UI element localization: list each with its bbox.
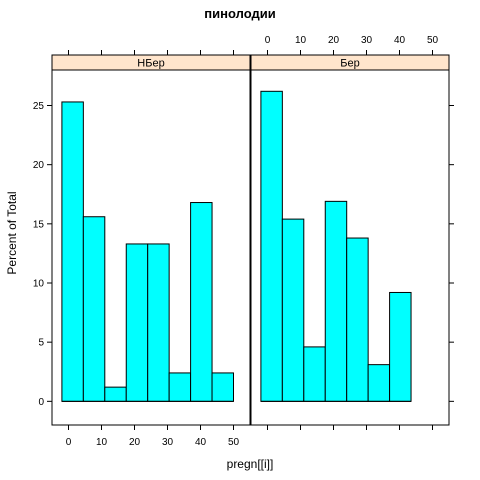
y-tick-label: 0 [38, 397, 44, 408]
x-tick-label: 50 [427, 35, 439, 46]
panel-strip-label: Бер [340, 58, 359, 70]
x-tick-label: 40 [394, 35, 406, 46]
panel-border [51, 69, 251, 426]
x-tick-label: 20 [328, 35, 340, 46]
histogram-bar [367, 364, 391, 402]
x-tick-label: 30 [162, 437, 174, 448]
y-tick-label: 5 [38, 338, 44, 349]
histogram-bar [190, 202, 213, 402]
histogram-bar [260, 90, 283, 402]
panels-group: НБер 0 10 20 30 40 50 Бер 0 10 20 30 40 50 0 5 10 15 20 25 [33, 35, 454, 448]
histogram-bar [82, 216, 106, 402]
x-tick-label: 40 [195, 437, 207, 448]
histogram-bar [211, 372, 235, 402]
histogram-bar [61, 101, 84, 402]
x-tick-label: 20 [129, 437, 141, 448]
x-tick-label: 10 [96, 437, 108, 448]
x-tick-label: 0 [265, 35, 271, 46]
histogram-bar [147, 243, 170, 402]
histogram-bar [303, 346, 326, 402]
histogram-bar [104, 386, 127, 402]
histogram-bar [389, 291, 412, 402]
x-tick-label: 0 [66, 437, 72, 448]
histogram-bar [324, 200, 348, 402]
histogram-bar [281, 218, 305, 402]
y-tick-label: 15 [33, 219, 45, 230]
y-tick-label: 20 [33, 160, 45, 171]
x-axis-label: pregn[[i]] [227, 457, 274, 471]
panel-strip-label: НБер [137, 58, 164, 70]
x-tick-label: 30 [361, 35, 373, 46]
y-tick-label: 25 [33, 101, 45, 112]
y-axis-label: Percent of Total [5, 191, 19, 274]
panel-border [250, 69, 450, 426]
y-tick-label: 10 [33, 279, 45, 290]
x-tick-label: 10 [295, 35, 307, 46]
x-tick-label: 50 [228, 437, 240, 448]
histogram-bar [168, 372, 192, 402]
chart-title: пинолодии [204, 6, 275, 21]
histogram-bar [346, 237, 369, 402]
histogram-bar [125, 243, 149, 402]
